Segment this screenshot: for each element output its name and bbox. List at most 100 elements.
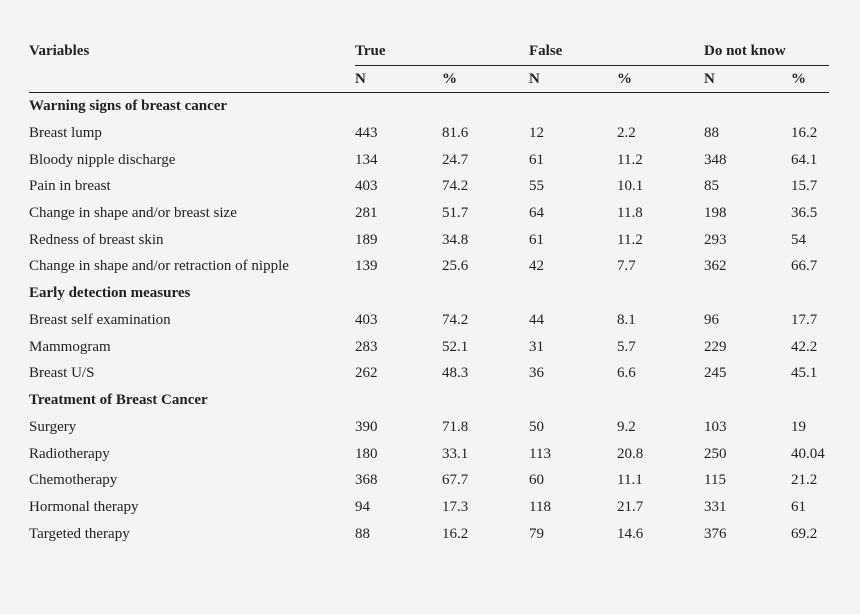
row-value: 8.1 xyxy=(617,311,636,328)
row-value: 50 xyxy=(529,419,544,436)
row-value: 134 xyxy=(355,151,378,168)
table-row: Targeted therapy 88 16.2 79 14.6 376 69.2 xyxy=(29,521,829,548)
row-value: 16.2 xyxy=(791,124,818,141)
row-value: 331 xyxy=(704,499,727,516)
row-value: 74.2 xyxy=(442,178,469,195)
row-value: 44 xyxy=(529,311,544,328)
row-value: 15.7 xyxy=(791,178,818,195)
table-row: Hormonal therapy 94 17.3 118 21.7 331 61 xyxy=(29,494,829,521)
row-value: 103 xyxy=(704,419,727,436)
row-value: 281 xyxy=(355,204,378,221)
row-value: 61 xyxy=(791,499,806,516)
section-title: Warning signs of breast cancer xyxy=(29,98,228,114)
row-value: 31 xyxy=(529,338,544,355)
section-title: Treatment of Breast Cancer xyxy=(29,392,208,409)
header-group-false: False xyxy=(529,42,563,59)
row-value: 115 xyxy=(704,472,726,489)
row-value: 25.6 xyxy=(442,258,469,275)
table-body: Warning signs of breast cancer Breast lum… xyxy=(29,93,829,548)
row-value: 45.1 xyxy=(791,365,818,382)
row-value: 81.6 xyxy=(442,124,469,141)
row-value: 51.7 xyxy=(442,204,469,221)
row-value: 54 xyxy=(791,231,806,248)
row-value: 368 xyxy=(355,472,378,489)
row-value: 17.7 xyxy=(791,311,818,328)
row-value: 64 xyxy=(529,204,544,221)
row-value: 113 xyxy=(529,445,551,462)
row-value: 42 xyxy=(529,258,544,275)
row-value: 7.7 xyxy=(617,258,636,275)
row-value: 14.6 xyxy=(617,525,644,542)
row-value: 376 xyxy=(704,525,727,542)
row-value: 362 xyxy=(704,258,727,275)
row-label: Bloody nipple discharge xyxy=(29,151,176,168)
table-row: Pain in breast 403 74.2 55 10.1 85 15.7 xyxy=(29,173,829,200)
row-value: 21.7 xyxy=(617,499,644,516)
table-row: Change in shape and/or retraction of nip… xyxy=(29,253,829,280)
section-row: Early detection measures xyxy=(29,280,829,307)
row-value: 67.7 xyxy=(442,472,469,489)
row-label: Breast lump xyxy=(29,124,102,141)
table-row: Surgery 390 71.8 50 9.2 103 19 xyxy=(29,414,829,441)
row-label: Breast self examination xyxy=(29,311,171,328)
row-value: 229 xyxy=(704,338,727,355)
row-value: 5.7 xyxy=(617,338,636,355)
row-label: Targeted therapy xyxy=(29,525,130,542)
row-value: 88 xyxy=(704,124,719,141)
row-value: 88 xyxy=(355,525,370,542)
row-value: 10.1 xyxy=(617,178,644,195)
row-value: 17.3 xyxy=(442,499,469,516)
header-blank xyxy=(29,65,355,93)
header-sub-n-dnk: N xyxy=(704,65,791,93)
table-row: Radiotherapy 180 33.1 113 20.8 250 40.04 xyxy=(29,441,829,468)
row-value: 11.2 xyxy=(617,151,643,168)
row-label: Chemotherapy xyxy=(29,472,118,489)
row-value: 348 xyxy=(704,151,727,168)
row-value: 36.5 xyxy=(791,204,818,221)
header-sub-pct-dnk: % xyxy=(791,65,829,93)
row-label: Radiotherapy xyxy=(29,445,110,462)
table-row: Change in shape and/or breast size 281 51.… xyxy=(29,200,829,227)
row-value: 250 xyxy=(704,445,727,462)
row-value: 55 xyxy=(529,178,544,195)
table-row: Chemotherapy 368 67.7 60 11.1 115 21.2 xyxy=(29,468,829,495)
row-value: 64.1 xyxy=(791,151,818,168)
row-value: 24.7 xyxy=(442,151,469,168)
header-row-groups: Variables True False Do not know xyxy=(29,37,829,66)
section-row: Warning signs of breast cancer xyxy=(29,93,829,121)
row-value: 443 xyxy=(355,124,378,141)
row-label: Change in shape and/or breast size xyxy=(29,204,237,221)
row-value: 21.2 xyxy=(791,472,818,489)
row-value: 12 xyxy=(529,124,544,141)
row-label: Change in shape and/or retraction of nip… xyxy=(29,258,289,275)
row-value: 245 xyxy=(704,365,727,382)
row-value: 42.2 xyxy=(791,338,818,355)
row-value: 198 xyxy=(704,204,727,221)
row-value: 66.7 xyxy=(791,258,818,275)
header-group-true: True xyxy=(355,42,386,59)
row-label: Breast U/S xyxy=(29,365,95,382)
row-value: 61 xyxy=(529,151,544,168)
row-value: 79 xyxy=(529,525,544,542)
table-row: Bloody nipple discharge 134 24.7 61 11.2 348 6… xyxy=(29,147,829,174)
row-value: 85 xyxy=(704,178,719,195)
table-row: Breast self examination 403 74.2 44 8.1 96 17.… xyxy=(29,307,829,334)
row-value: 180 xyxy=(355,445,378,462)
row-value: 11.1 xyxy=(617,472,643,489)
row-value: 262 xyxy=(355,365,378,382)
row-value: 11.8 xyxy=(617,204,643,221)
header-sub-n-false: N xyxy=(529,65,617,93)
table-row: Breast lump 443 81.6 12 2.2 88 16.2 xyxy=(29,120,829,147)
row-label: Redness of breast skin xyxy=(29,231,164,248)
row-value: 19 xyxy=(791,419,806,436)
row-value: 189 xyxy=(355,231,378,248)
section-title: Early detection measures xyxy=(29,285,191,302)
header-sub-pct-false: % xyxy=(617,65,704,93)
header-group-do-not-know: Do not know xyxy=(704,42,786,59)
row-value: 16.2 xyxy=(442,525,469,542)
row-value: 48.3 xyxy=(442,365,469,382)
row-value: 61 xyxy=(529,231,544,248)
table-row: Redness of breast skin 189 34.8 61 11.2 293 54 xyxy=(29,227,829,254)
data-table: Variables True False Do not know N % N %… xyxy=(29,37,829,548)
section-row: Treatment of Breast Cancer xyxy=(29,387,829,414)
